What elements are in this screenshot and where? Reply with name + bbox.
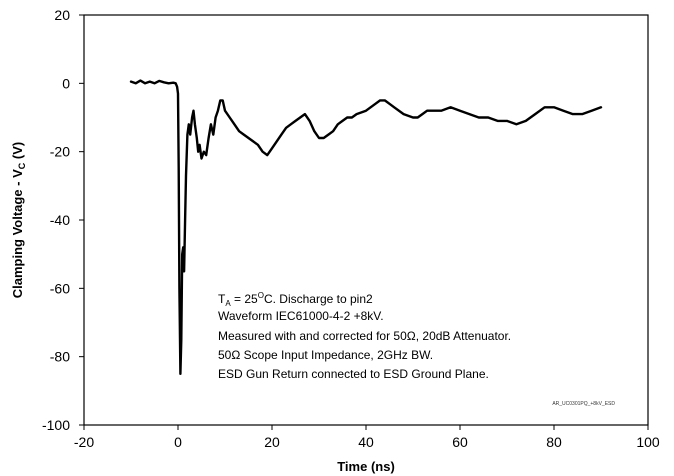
y-tick-label: -60 (50, 280, 70, 296)
annotation-temp-value: = 25 (231, 292, 258, 306)
y-axis-title: Clamping Voltage - VC (V) (10, 142, 27, 299)
y-axis-title-subscript: C (17, 162, 27, 169)
x-axis-title: Time (ns) (337, 459, 395, 474)
y-axis-title-unit: (V) (10, 142, 25, 163)
x-tick-label: 80 (546, 434, 562, 450)
watermark-label: AR_UC0301PQ_+8kV_ESD (552, 401, 615, 407)
x-tick-label: 40 (358, 434, 374, 450)
y-tick-label: 20 (54, 7, 70, 23)
x-tick-label: -20 (74, 434, 94, 450)
y-tick-label: 0 (62, 75, 70, 91)
annotation-line-2: Waveform IEC61000-4-2 +8kV. (218, 309, 384, 323)
x-tick-label: 20 (264, 434, 280, 450)
annotation-t-symbol: T (218, 292, 226, 306)
annotation-line-3: Measured with and corrected for 50Ω, 20d… (218, 329, 511, 343)
annotation-degree-sup: O (258, 291, 264, 300)
annotation-subscript-a: A (225, 299, 231, 308)
y-tick-label: -20 (50, 144, 70, 160)
y-tick-label: -100 (42, 417, 70, 433)
annotation-block: TA = 25OC. Discharge to pin2 Waveform IE… (218, 291, 511, 381)
y-axis-ticks: 20 0 -20 -40 -60 -80 -100 (42, 7, 84, 433)
annotation-line-1: TA = 25OC. Discharge to pin2 (218, 291, 373, 308)
y-tick-label: -40 (50, 212, 70, 228)
annotation-line-5: ESD Gun Return connected to ESD Ground P… (218, 367, 489, 381)
annotation-line-4: 50Ω Scope Input Impedance, 2GHz BW. (218, 348, 433, 362)
series-line-clamping-voltage (129, 79, 603, 375)
x-tick-label: 60 (452, 434, 468, 450)
plot-area (83, 14, 649, 426)
y-tick-label: -80 (50, 349, 70, 365)
x-tick-label: 100 (636, 434, 660, 450)
x-axis-ticks: -20 0 20 40 60 80 100 (74, 425, 660, 450)
annotation-temp-suffix: C. Discharge to pin2 (264, 292, 373, 306)
x-tick-label: 0 (174, 434, 182, 450)
y-axis-title-main: Clamping Voltage - V (10, 169, 25, 298)
